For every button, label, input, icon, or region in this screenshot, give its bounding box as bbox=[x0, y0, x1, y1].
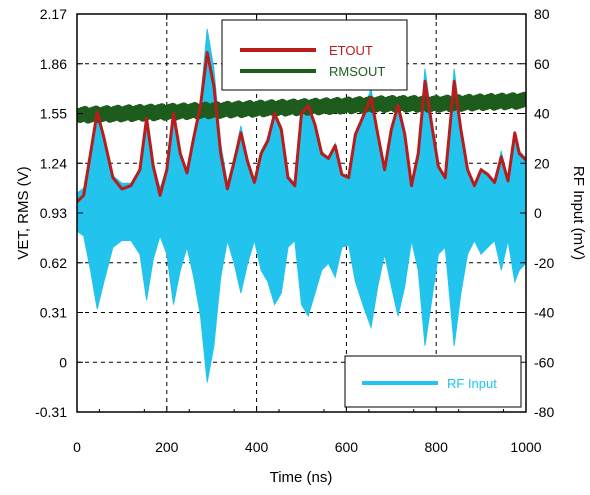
y-right-axis-title: RF Input (mV) bbox=[570, 166, 587, 260]
y-right-tick-label: 60 bbox=[534, 56, 550, 72]
y-left-tick-label: 0.31 bbox=[40, 305, 67, 321]
y-right-tick-label: -20 bbox=[534, 255, 554, 271]
legend-etout-label: ETOUT bbox=[329, 43, 373, 58]
x-tick-label: 800 bbox=[425, 439, 449, 455]
y-right-tick-label: -40 bbox=[534, 305, 554, 321]
y-left-tick-label: 1.24 bbox=[40, 155, 67, 171]
y-left-tick-label: 2.17 bbox=[40, 6, 67, 22]
y-right-tick-label: -80 bbox=[534, 404, 554, 420]
legend-top: ETOUT RMSOUT bbox=[221, 19, 408, 91]
series-layer bbox=[77, 28, 526, 383]
x-tick-label: 400 bbox=[245, 439, 269, 455]
x-axis-title: Time (ns) bbox=[270, 469, 333, 486]
y-left-tick-label: -0.31 bbox=[35, 404, 67, 420]
legend-rmsout-label: RMSOUT bbox=[329, 64, 385, 79]
legend-rf-input-label: RF Input bbox=[447, 376, 497, 391]
y-right-tick-label: 40 bbox=[534, 106, 550, 122]
tick-labels: 0 200 400 600 800 10002.171.861.551.240.930.6… bbox=[35, 6, 554, 455]
y-right-tick-label: 20 bbox=[534, 155, 550, 171]
legend-top-box bbox=[221, 19, 408, 91]
x-tick-label: 200 bbox=[155, 439, 179, 455]
y-left-tick-label: 1.55 bbox=[40, 106, 67, 122]
x-tick-label: 0 bbox=[73, 439, 81, 455]
y-left-tick-label: 0.62 bbox=[40, 255, 67, 271]
y-right-tick-label: -60 bbox=[534, 354, 554, 370]
y-right-tick-label: 0 bbox=[534, 205, 542, 221]
series-etout bbox=[77, 51, 526, 203]
y-left-tick-label: 0.93 bbox=[40, 205, 67, 221]
x-tick-label: 600 bbox=[335, 439, 359, 455]
x-tick-label: 1000 bbox=[510, 439, 541, 455]
tick-marks bbox=[76, 13, 527, 413]
legend-bottom: RF Input bbox=[344, 355, 522, 408]
y-left-axis-title: VET, RMS (V) bbox=[15, 166, 32, 259]
y-left-tick-label: 1.86 bbox=[40, 56, 67, 72]
y-left-tick-label: 0 bbox=[59, 354, 67, 370]
y-right-tick-label: 80 bbox=[534, 6, 550, 22]
